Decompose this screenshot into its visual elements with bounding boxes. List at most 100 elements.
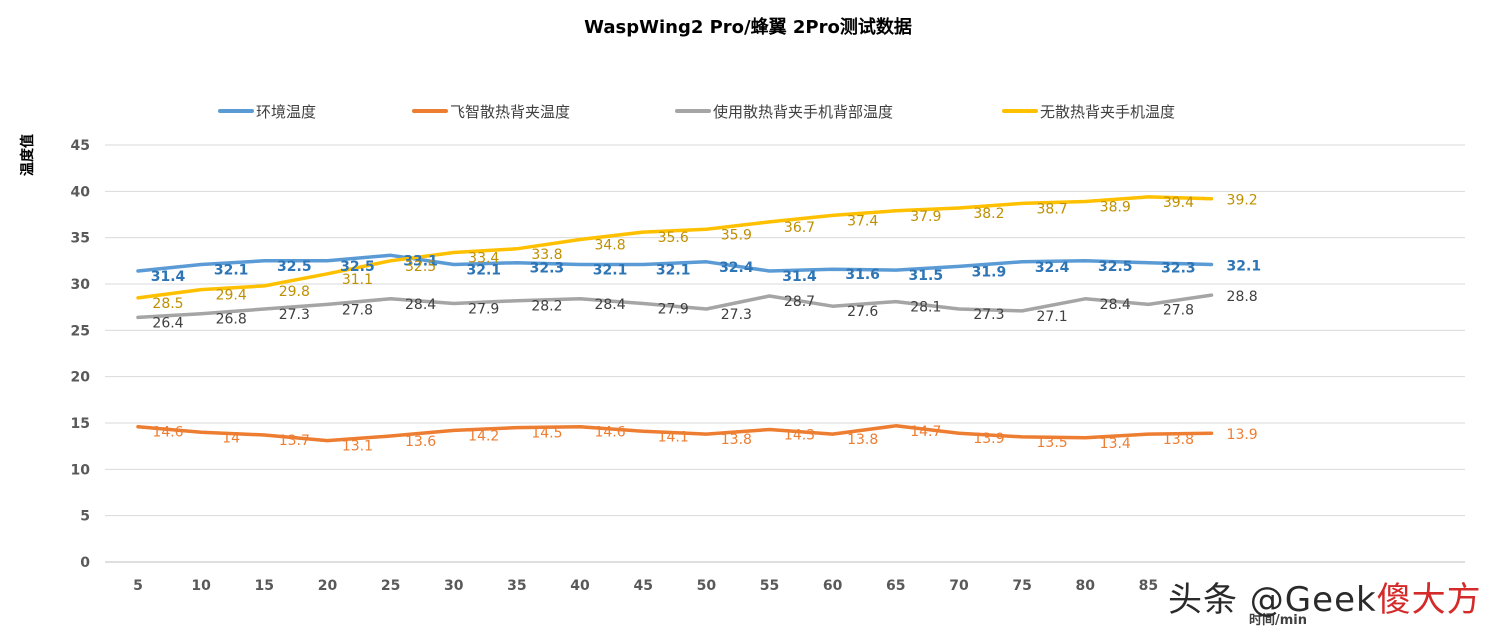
data-label: 32.1 [656, 263, 691, 279]
data-label: 32.4 [1035, 260, 1070, 276]
legend: 环境温度 飞智散热背夹温度 使用散热背夹手机背部温度 无散热背夹手机温度 [218, 103, 1175, 121]
data-label: 27.9 [468, 301, 499, 317]
data-label: 14.5 [531, 426, 562, 442]
series-line [136, 293, 1214, 320]
chart-title: WaspWing2 Pro/蜂翼 2Pro测试数据 [584, 16, 912, 38]
data-label: 32.1 [214, 263, 249, 279]
data-label: 37.4 [847, 213, 878, 229]
data-label: 28.5 [152, 296, 183, 312]
legend-label: 飞智散热背夹温度 [450, 103, 570, 121]
series-line [136, 424, 1214, 443]
y-tick-label: 15 [71, 416, 90, 432]
data-label: 13.8 [847, 432, 878, 448]
legend-label: 无散热背夹手机温度 [1040, 103, 1175, 121]
data-label: 14.3 [784, 427, 815, 443]
y-tick-label: 25 [71, 323, 90, 339]
y-tick-label: 35 [71, 231, 90, 247]
data-label: 31.4 [782, 269, 817, 285]
y-tick-label: 10 [71, 462, 91, 478]
data-label: 33.1 [403, 253, 438, 269]
watermark-text-sub: 傻大方 [1376, 580, 1482, 620]
data-label: 34.8 [594, 238, 625, 254]
series-layer [136, 195, 1214, 443]
x-tick-label: 45 [633, 578, 652, 594]
x-tick-label: 80 [1076, 578, 1096, 594]
data-label: 13.4 [1100, 436, 1131, 452]
data-label: 32.3 [1161, 261, 1196, 277]
data-label: 27.1 [1037, 309, 1068, 325]
x-tick-label: 5 [133, 578, 143, 594]
y-tick-label: 30 [71, 277, 91, 293]
data-label: 31.6 [845, 267, 880, 283]
data-label: 27.3 [721, 307, 752, 323]
data-label: 38.7 [1037, 201, 1068, 217]
data-label: 31.4 [151, 269, 186, 285]
data-label: 13.1 [342, 439, 373, 455]
data-label: 32.3 [530, 261, 565, 277]
data-label: 27.8 [1163, 302, 1194, 318]
series-line [136, 253, 1214, 273]
data-label: 27.8 [342, 302, 373, 318]
data-label: 31.1 [342, 272, 373, 288]
data-label: 26.8 [216, 312, 247, 328]
x-tick-label: 65 [886, 578, 905, 594]
data-label: 32.5 [1098, 259, 1133, 275]
data-label: 13.8 [1163, 432, 1194, 448]
data-label: 27.3 [973, 307, 1004, 323]
data-label: 13.5 [1037, 435, 1068, 451]
data-label: 13.8 [721, 432, 752, 448]
data-label: 38.2 [973, 206, 1004, 222]
x-tick-label: 85 [1139, 578, 1158, 594]
x-tick-label: 55 [760, 578, 779, 594]
data-label: 29.4 [216, 288, 247, 304]
data-label: 28.2 [531, 299, 562, 315]
data-label: 28.1 [910, 300, 941, 316]
data-label: 28.4 [594, 297, 625, 313]
watermark: 头条 @Geek傻大方 [1168, 572, 1482, 621]
data-label: 37.9 [910, 209, 941, 225]
data-label: 27.3 [279, 307, 310, 323]
data-label: 32.5 [405, 259, 436, 275]
data-label: 28.4 [405, 297, 436, 313]
data-label: 33.8 [531, 247, 562, 263]
data-label: 31.5 [909, 268, 944, 284]
data-label: 14.1 [658, 429, 689, 445]
y-tick-labels: 0 5 10 15 20 25 30 35 40 45 [71, 138, 91, 571]
x-tick-label: 35 [507, 578, 526, 594]
data-label: 32.5 [277, 259, 312, 275]
data-label: 14.2 [468, 428, 499, 444]
data-label: 31.9 [972, 264, 1007, 280]
y-axis-label: 温度值 [19, 134, 36, 176]
data-label: 32.4 [719, 260, 754, 276]
legend-label: 使用散热背夹手机背部温度 [713, 103, 893, 121]
y-tick-label: 5 [80, 509, 90, 525]
data-label: 14.6 [152, 425, 183, 441]
x-tick-label: 40 [570, 578, 590, 594]
x-tick-label: 70 [949, 578, 969, 594]
x-axis-label: 时间/min [1249, 612, 1307, 628]
y-tick-label: 0 [80, 555, 90, 571]
watermark-text: 头条 @Geek [1168, 580, 1377, 620]
x-tick-label: 20 [318, 578, 338, 594]
data-label: 32.5 [340, 259, 375, 275]
data-label: 14.7 [910, 424, 941, 440]
data-label: 39.4 [1163, 195, 1194, 211]
data-label: 38.9 [1100, 200, 1131, 216]
y-tick-label: 45 [71, 138, 90, 154]
data-label: 27.6 [847, 304, 878, 320]
data-label: 36.7 [784, 220, 815, 236]
data-label: 27.9 [658, 301, 689, 317]
legend-label: 环境温度 [256, 103, 316, 121]
data-label: 14 [222, 430, 240, 446]
x-tick-label: 25 [381, 578, 400, 594]
data-label: 29.8 [279, 284, 310, 300]
x-tick-label: 60 [823, 578, 843, 594]
data-label: 32.1 [466, 263, 501, 279]
x-tick-label: 50 [697, 578, 717, 594]
data-label: 28.4 [1100, 297, 1131, 313]
data-label: 13.6 [405, 434, 436, 450]
data-label: 28.7 [784, 294, 815, 310]
data-label: 32.1 [593, 263, 628, 279]
x-tick-label: 10 [191, 578, 211, 594]
